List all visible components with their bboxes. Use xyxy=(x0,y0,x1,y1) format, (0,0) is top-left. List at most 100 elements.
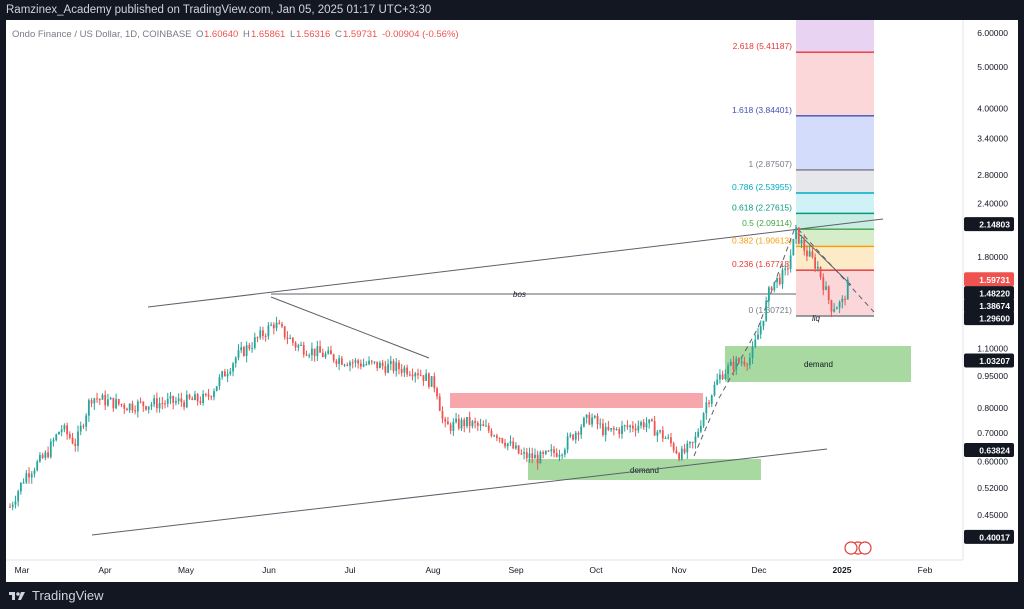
candle-body xyxy=(604,426,607,435)
price-tick-label: 0.52000 xyxy=(977,483,1008,493)
time-tick-label: Nov xyxy=(671,565,687,575)
price-tag-bg xyxy=(964,298,1014,313)
candle-body xyxy=(719,374,721,380)
candle-body xyxy=(686,443,689,453)
candle-body xyxy=(811,251,814,258)
fib-level-label: 0.382 (1.90613) xyxy=(732,235,792,245)
candle-body xyxy=(699,425,702,432)
candle-body xyxy=(30,473,33,478)
candle-body xyxy=(123,404,126,409)
candle-body xyxy=(716,379,719,385)
candle-body xyxy=(248,345,251,349)
candle-body xyxy=(60,429,63,432)
candle-body xyxy=(833,309,836,312)
candle-body xyxy=(816,266,819,269)
candle-body xyxy=(126,408,128,411)
candle-body xyxy=(577,432,580,435)
candle-body xyxy=(79,425,82,432)
fib-band-0382 xyxy=(796,245,874,269)
candle-body xyxy=(689,441,691,444)
candle-body xyxy=(463,419,466,427)
candle-body xyxy=(411,374,414,377)
chart-area[interactable]: Ondo Finance / US Dollar, 1D, COINBASE O… xyxy=(6,20,1018,582)
descending-trend-line xyxy=(270,296,430,359)
time-tick-label: Dec xyxy=(751,565,767,575)
fib-level-label: 0.236 (1.67718) xyxy=(732,259,792,269)
candle-body xyxy=(683,448,686,453)
candle-body xyxy=(493,435,496,437)
price-tag-text: 0.40017 xyxy=(979,532,1010,542)
candle-body xyxy=(808,251,811,257)
candle-body xyxy=(207,394,210,397)
price-tick-label: 3.40000 xyxy=(977,134,1008,144)
candle-body xyxy=(487,425,490,431)
candle-body xyxy=(308,355,311,357)
candle-body xyxy=(194,394,196,401)
fib-level-label: 0.786 (2.53955) xyxy=(732,182,792,192)
candle-body xyxy=(634,428,637,431)
candle-body xyxy=(229,371,232,374)
candle-body xyxy=(332,354,335,361)
open-value: 1.60640 xyxy=(204,29,238,40)
candle-body xyxy=(490,430,493,436)
candle-body xyxy=(738,358,740,363)
candle-body xyxy=(642,422,645,428)
candle-body xyxy=(408,374,411,376)
candle-body xyxy=(803,239,806,251)
candle-body xyxy=(713,384,716,396)
candle-body xyxy=(767,287,770,301)
price-tag-bg xyxy=(964,272,1014,287)
candle-body xyxy=(272,324,275,329)
candle-body xyxy=(389,361,392,365)
time-tick-label: Oct xyxy=(589,565,603,575)
candle-body xyxy=(302,344,305,355)
tradingview-brand[interactable]: TradingView xyxy=(8,588,104,603)
candle-body xyxy=(414,373,417,377)
candle-body xyxy=(661,430,664,439)
candle-body xyxy=(281,323,283,327)
candle-body xyxy=(501,438,504,443)
candle-body xyxy=(131,403,134,411)
open-label: O xyxy=(196,29,203,40)
candle-body xyxy=(232,363,234,372)
time-axis[interactable]: Mar Apr May Jun Jul Aug Sep Oct Nov Dec 2025 Feb xyxy=(15,565,933,575)
fib-levels: 2.618 (5.41187) 1.618 (3.84401) 1 (2.87507… xyxy=(732,41,874,317)
candle-body xyxy=(96,398,98,400)
price-tick-label: 1.80000 xyxy=(977,252,1008,262)
candle-body xyxy=(436,388,438,397)
candle-body xyxy=(797,227,800,244)
time-tick-label: Apr xyxy=(98,565,111,575)
candle-body xyxy=(539,452,542,464)
candle-body xyxy=(536,454,539,464)
candle-body xyxy=(506,443,509,447)
price-tag: 0.63824 xyxy=(964,442,1014,457)
candle-body xyxy=(395,362,398,371)
time-tick-label: Aug xyxy=(425,565,440,575)
candle-body xyxy=(485,425,487,427)
candle-body xyxy=(593,415,596,418)
candle-body xyxy=(204,393,207,395)
price-tag-text: 1.03207 xyxy=(979,356,1010,366)
candle-body xyxy=(291,338,294,343)
candle-body xyxy=(574,432,577,440)
event-circle-icon[interactable] xyxy=(858,541,872,555)
candle-body xyxy=(240,347,243,351)
candle-body xyxy=(743,361,746,365)
candle-body xyxy=(433,376,436,389)
candle-body xyxy=(256,337,259,339)
price-tag-text: 1.48220 xyxy=(979,289,1010,299)
candle-body xyxy=(452,422,455,431)
candle-body xyxy=(294,342,297,348)
fib-level-label: 0 (1.30721) xyxy=(749,305,793,315)
price-tag-bg xyxy=(964,217,1014,232)
candle-body xyxy=(765,300,768,321)
candle-body xyxy=(727,365,729,374)
price-chart[interactable]: Ondo Finance / US Dollar, 1D, COINBASE O… xyxy=(6,20,1018,582)
event-circle-icon[interactable] xyxy=(844,541,858,555)
candle-body xyxy=(226,373,229,377)
candle-body xyxy=(327,350,330,354)
price-tag-bg xyxy=(964,286,1014,301)
events-icon[interactable] xyxy=(844,541,872,555)
symbol-legend: Ondo Finance / US Dollar, 1D, COINBASE O… xyxy=(12,29,459,40)
candle-body xyxy=(346,364,349,366)
